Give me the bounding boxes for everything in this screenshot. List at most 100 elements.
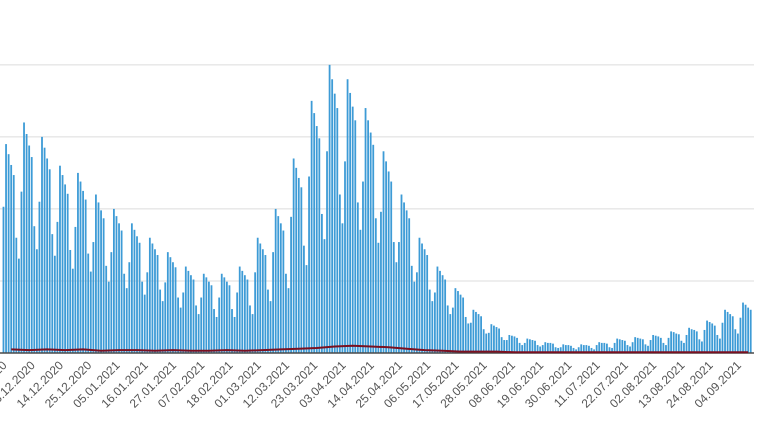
bar [457,291,459,353]
bar [38,201,41,353]
bar [200,297,203,353]
bar [190,275,192,353]
bar [310,100,313,353]
bar [441,275,444,353]
bar [588,345,590,353]
bar [736,333,739,353]
bar [138,242,141,353]
bar [25,133,28,353]
bar [100,210,102,353]
bar [290,216,292,353]
bar [249,305,251,353]
bar [428,289,431,353]
bar [511,335,513,353]
bar [531,340,534,353]
bar [166,252,169,353]
bar [747,307,750,353]
bar [695,331,698,353]
bar [89,271,92,353]
bar [95,194,97,353]
bar [698,339,701,353]
bar [446,305,449,353]
bar [505,340,508,353]
bar [336,108,339,354]
bar [477,314,480,353]
bar [233,316,236,353]
bar [516,337,518,353]
bar [567,345,570,353]
bar [426,255,429,353]
bar [659,337,662,353]
bar [118,223,120,353]
bar [688,327,690,353]
bar [377,242,380,353]
bar [341,223,344,353]
bar [156,255,159,353]
bar [423,249,426,353]
bar [238,266,241,353]
bar [143,294,146,353]
bar [120,230,123,353]
bar [182,292,185,353]
bar [385,161,387,353]
bar [703,329,706,353]
bar [403,202,405,353]
bar [513,336,516,353]
bar [69,249,72,353]
bar [115,216,118,353]
bar [220,273,223,353]
bar [349,92,352,354]
bar [195,305,197,353]
bar [451,307,454,353]
bar [287,288,290,353]
bar [490,324,493,353]
bar [97,202,100,353]
bar [431,301,434,353]
bar [10,164,13,353]
bar [600,342,603,353]
bar [313,113,316,353]
bar [136,236,138,353]
bar [467,323,470,353]
bar [677,334,680,353]
bar [318,138,321,353]
bar [254,272,257,353]
bar [208,281,210,353]
bar [35,249,38,353]
bar [107,281,110,353]
bar [575,349,578,353]
bar [187,270,190,353]
bar [228,285,231,353]
bar [623,340,626,353]
bar [680,340,683,353]
bar [652,334,655,353]
bar [641,339,644,353]
bar [297,177,300,353]
bar [487,332,490,353]
bar [598,342,601,353]
bar [726,311,729,353]
bar [475,311,477,353]
bar [213,309,215,353]
bar [264,255,267,353]
bar [616,338,619,353]
bar [17,258,20,353]
bar [444,279,447,353]
bar [372,144,375,353]
bar [708,322,711,353]
bar [618,339,621,353]
bar [523,342,526,353]
bar [541,345,544,353]
bar [74,226,77,353]
bar [724,309,726,353]
bar [731,316,734,353]
bar [626,345,629,353]
bar [179,307,182,353]
bar [148,237,151,353]
bar [130,223,133,353]
bar [577,347,580,353]
bar [485,333,488,353]
bar [498,328,500,353]
